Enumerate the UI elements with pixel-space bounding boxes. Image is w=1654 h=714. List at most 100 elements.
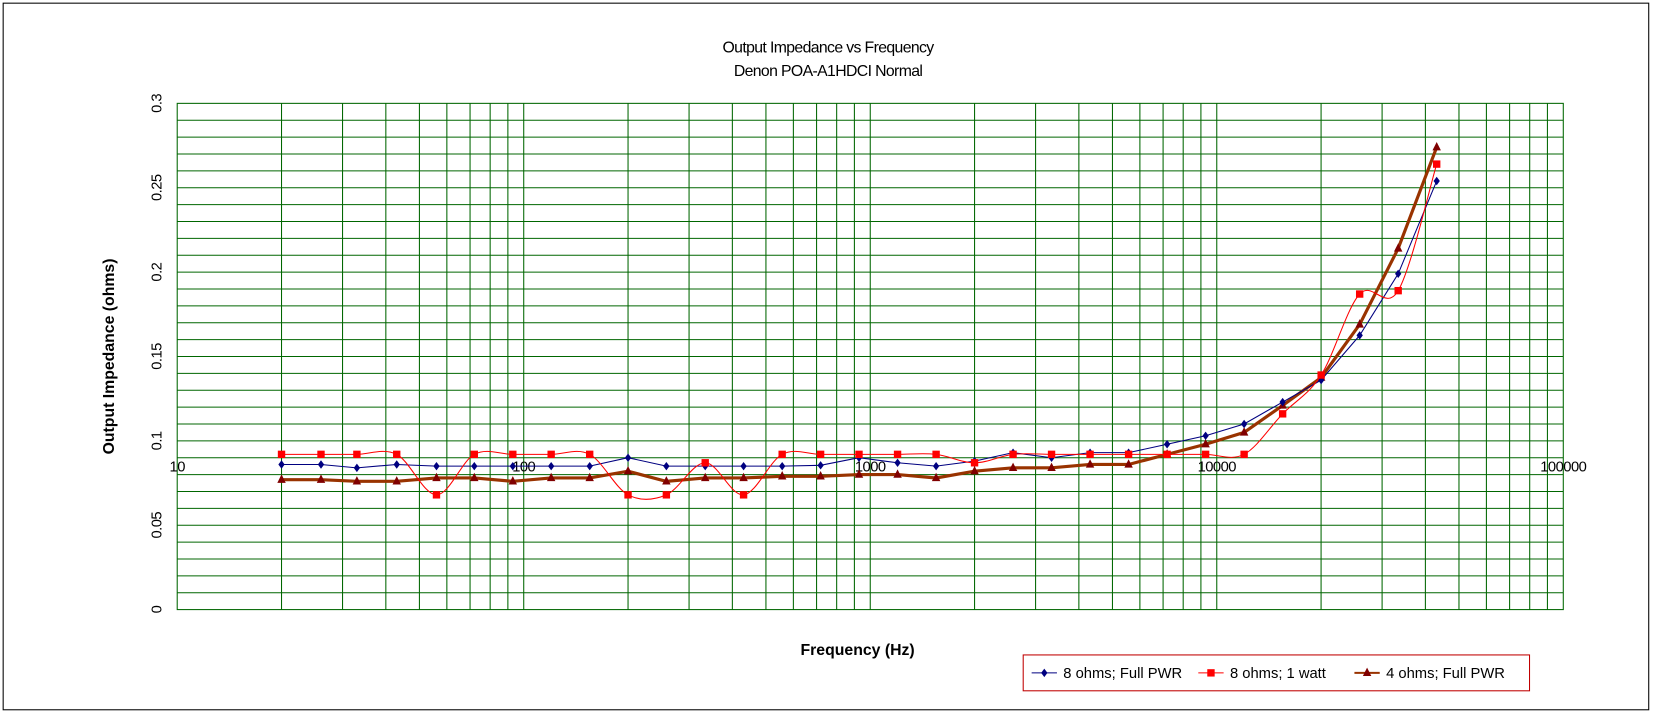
data-point [1085,459,1095,468]
data-point [970,465,979,475]
x-axis-title: Frequency (Hz) [800,642,914,659]
data-point [547,450,555,459]
data-point [393,460,400,469]
data-point [546,472,556,482]
y-tick-label: 0.3 [149,94,165,113]
data-point [1356,331,1363,340]
data-point [352,476,362,485]
data-point [471,461,478,471]
data-point [777,471,787,480]
data-point [432,472,441,482]
data-point [932,461,940,471]
legend-item: 8 ohms; Full PWR [1031,666,1182,682]
data-point [393,450,401,459]
data-point [854,469,864,478]
data-point [509,450,517,459]
data-point [277,474,286,483]
data-point [586,461,593,471]
data-point [623,465,633,475]
legend-label: 8 ohms; 1 watt [1230,666,1326,682]
data-point [893,469,902,478]
data-point [1124,459,1133,468]
data-point [1240,419,1248,429]
legend-item: 8 ohms; 1 watt [1198,666,1326,682]
data-point [894,458,901,468]
data-point [1086,450,1094,459]
data-point [1008,462,1018,472]
y-tick-label: 0.2 [149,262,165,281]
data-point [624,491,632,499]
data-point [509,461,516,471]
data-point [1393,243,1403,252]
x-tick-label: 100 [512,459,535,475]
data-point [1432,141,1441,151]
data-point [817,461,824,470]
legend-item: 4 ohms; Full PWR [1354,666,1505,682]
data-point [931,472,941,482]
x-tick-label: 10 [170,459,186,475]
data-point [662,476,671,485]
data-point [508,476,518,485]
data-point [1201,450,1210,459]
data-point [624,453,632,462]
series-8-ohms-1-watt [277,160,1441,500]
data-point [585,450,594,459]
data-point [970,459,979,467]
x-axis-ticks: 10 100 1000 10000 100000 [170,459,1588,475]
data-point [1279,397,1286,407]
data-point [816,471,825,480]
y-axis-ticks: 0 0.05 0.1 0.15 0.2 0.25 0.3 [149,94,165,614]
legend-marker [1362,667,1372,677]
data-point [893,450,902,459]
data-point [585,472,594,482]
data-point [1202,431,1209,441]
data-point [470,450,478,459]
x-tick-label: 1000 [855,459,886,475]
data-point [932,450,940,459]
data-point [1163,440,1171,449]
y-tick-label: 0.25 [149,174,165,201]
x-tick-label: 100000 [1540,459,1586,475]
data-point [277,450,286,459]
data-point [739,491,748,499]
data-point [353,463,361,473]
data-point [1240,450,1248,459]
y-tick-label: 0.15 [149,343,165,370]
data-point [663,461,670,471]
data-point [816,450,825,459]
data-point [701,459,709,467]
data-point [1047,462,1056,472]
data-point [432,491,441,499]
data-point [1395,269,1402,279]
data-point [353,450,361,459]
data-point [392,476,401,485]
legend-marker [1041,668,1048,678]
chart-subtitle: Denon POA-A1HDCI Normal [734,63,923,80]
data-point [1239,427,1249,436]
data-point [1278,410,1287,418]
legend-box [1022,654,1531,692]
data-point [1201,438,1210,448]
data-point [1163,450,1171,459]
data-point [548,461,555,471]
legend-label: 4 ohms; Full PWR [1386,666,1505,682]
data-point [278,460,285,469]
data-point [1394,286,1402,295]
data-point [1433,176,1440,186]
series-layer [277,141,1441,500]
data-point [740,461,747,471]
data-point [1317,371,1325,379]
data-point [433,461,440,471]
data-point [778,450,786,459]
data-point [700,472,710,482]
data-point [470,472,479,482]
legend-label: 8 ohms; Full PWR [1063,666,1182,682]
y-tick-label: 0 [149,605,165,613]
y-tick-label: 0.05 [149,512,165,539]
x-tick-label: 10000 [1198,459,1237,475]
y-axis-title: Output Impedance (ohms) [101,259,118,455]
data-point [855,450,863,459]
data-point [317,450,325,459]
legend-marker [1207,669,1215,677]
